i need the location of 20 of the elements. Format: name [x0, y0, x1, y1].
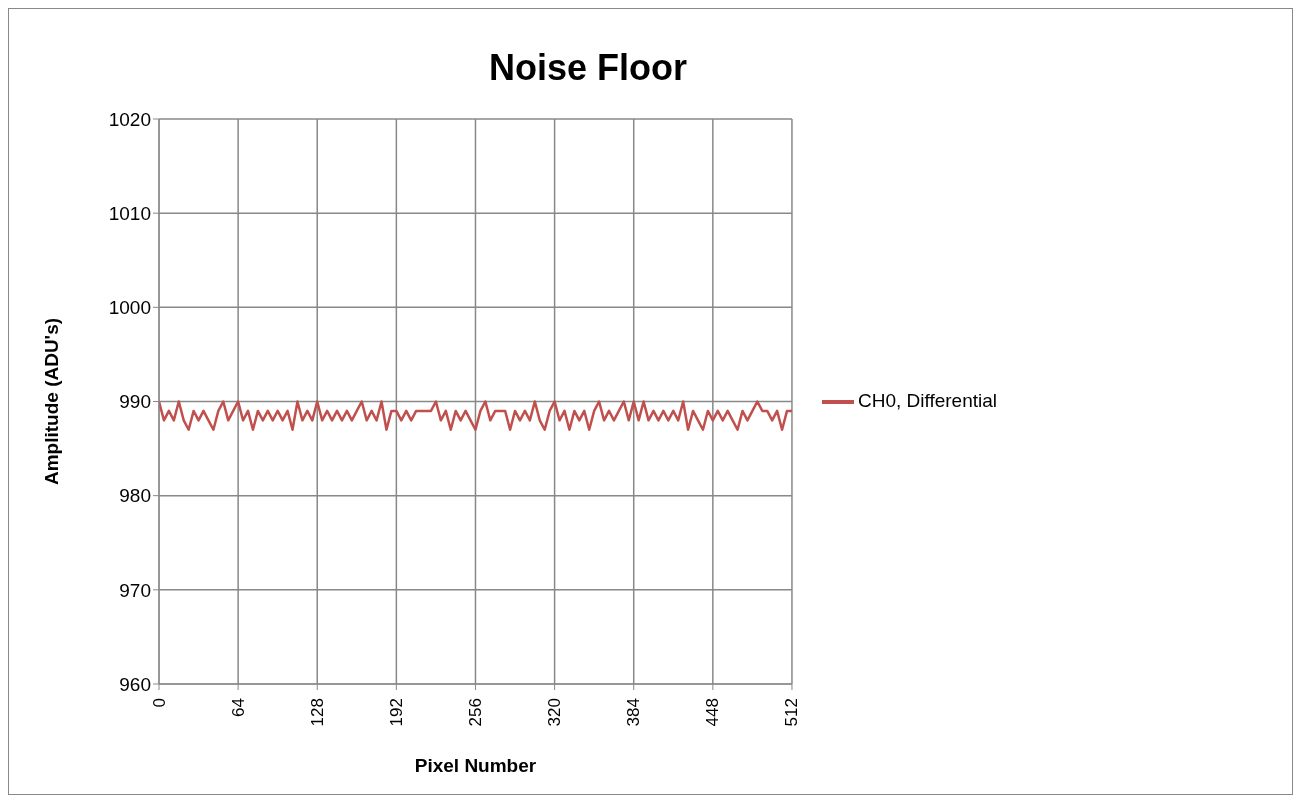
- x-axis-title: Pixel Number: [414, 755, 537, 776]
- x-tick-label: 384: [624, 698, 644, 727]
- x-tick-label: 448: [703, 698, 723, 727]
- y-tick-label: 1010: [108, 202, 151, 224]
- legend-label: CH0, Differential: [857, 389, 997, 411]
- y-axis-title: Amplitude (ADU's): [40, 317, 62, 486]
- x-tick-label: 0: [149, 698, 169, 708]
- y-tick-label: 960: [119, 673, 151, 695]
- y-tick-label: 980: [119, 485, 151, 507]
- x-tick-label: 512: [782, 698, 802, 727]
- x-tick-label: 256: [465, 698, 485, 727]
- x-tick-label: 128: [307, 698, 327, 727]
- chart-title: Noise Floor: [488, 47, 688, 89]
- x-tick-label: 192: [386, 698, 406, 727]
- x-tick-label: 64: [228, 698, 248, 717]
- y-tick-label: 990: [119, 391, 151, 413]
- y-tick-label: 1020: [108, 108, 151, 130]
- y-tick-label: 1000: [108, 297, 151, 319]
- x-tick-label: 320: [545, 698, 565, 727]
- y-tick-label: 970: [119, 579, 151, 601]
